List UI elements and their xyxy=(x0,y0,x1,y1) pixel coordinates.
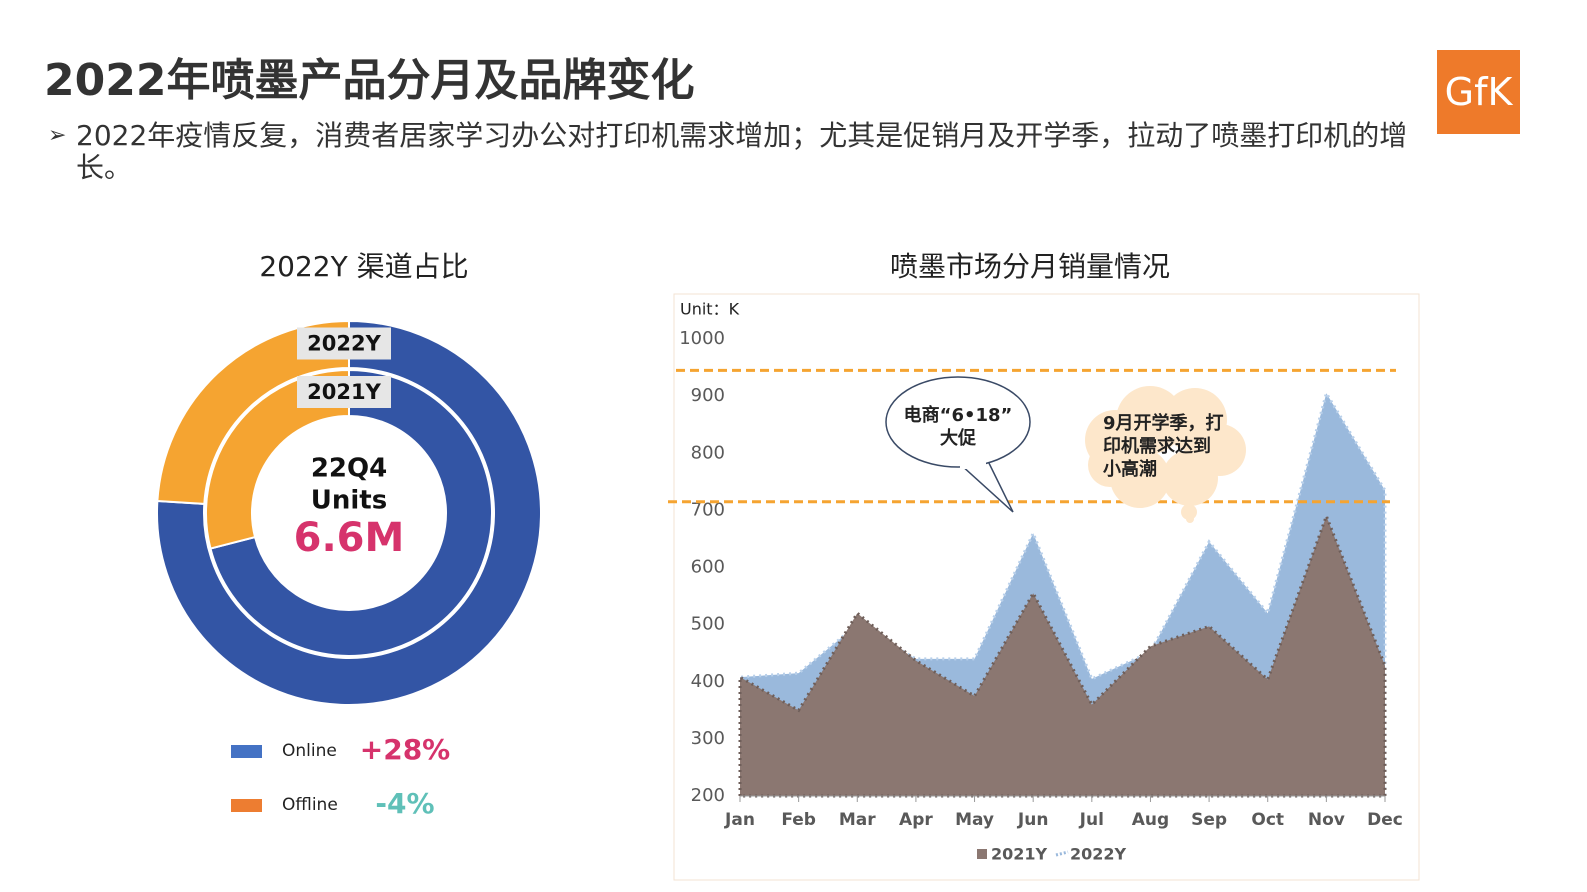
bullet-text: 2022年疫情反复，消费者居家学习办公对打印机需求增加；尤其是促销月及开学季，拉… xyxy=(76,119,1408,184)
y-tick-label: 400 xyxy=(691,671,725,692)
donut-segment xyxy=(205,368,350,550)
legend-marker xyxy=(231,799,262,812)
growth-label: +28% xyxy=(360,733,450,766)
annotation: 小高潮 xyxy=(1103,458,1157,480)
x-tick-label: Aug xyxy=(1132,810,1169,830)
legend-marker xyxy=(231,745,262,758)
bullet-marker: ➢ xyxy=(48,123,67,148)
legend-label: Offline xyxy=(282,795,338,815)
y-tick-label: 200 xyxy=(691,785,725,806)
annotation: 印机需求达到 xyxy=(1103,435,1211,457)
donut-segment xyxy=(156,319,542,706)
x-tick-label: Feb xyxy=(781,810,816,830)
annotation: 大促 xyxy=(940,427,977,449)
x-tick-label: Oct xyxy=(1251,810,1284,830)
growth-label: -4% xyxy=(375,787,434,820)
center-text: Units xyxy=(311,486,387,516)
x-tick-label: Apr xyxy=(899,810,933,830)
callout xyxy=(885,376,1031,468)
y-tick-label: 700 xyxy=(691,499,725,520)
cloud-dot xyxy=(1181,504,1197,520)
y-tick-label: 1000 xyxy=(679,328,725,349)
donut-segment xyxy=(209,368,493,657)
x-tick-label: Nov xyxy=(1308,810,1345,830)
ring-label-box xyxy=(297,376,391,408)
legend-label: 2022Y xyxy=(1070,845,1127,864)
x-tick-label: Dec xyxy=(1367,810,1403,830)
ring-label: 2021Y xyxy=(307,380,381,404)
x-tick-label: Jul xyxy=(1079,810,1104,830)
callout-patch xyxy=(960,455,986,469)
y-tick-label: 800 xyxy=(691,442,725,463)
unit-label: Unit：K xyxy=(680,300,740,319)
chart-title: 喷墨市场分月销量情况 xyxy=(890,250,1170,283)
y-tick-label: 300 xyxy=(691,728,725,749)
center-value: 6.6M xyxy=(294,515,405,561)
annotation: 9月开学季，打 xyxy=(1103,412,1224,434)
legend-marker xyxy=(977,849,987,859)
x-tick-label: May xyxy=(955,810,994,830)
y-tick-label: 600 xyxy=(691,557,725,578)
bullet: ➢ 2022年疫情反复，消费者居家学习办公对打印机需求增加；尤其是促销月及开学季，… xyxy=(48,120,1418,184)
legend-marker xyxy=(1055,850,1069,857)
logo: GfK xyxy=(1437,50,1520,134)
ring-label: 2022Y xyxy=(307,332,381,356)
y-tick-label: 500 xyxy=(691,614,725,635)
x-tick-label: Jan xyxy=(724,810,755,830)
page-title: 2022年喷墨产品分月及品牌变化 xyxy=(44,55,695,106)
x-tick-label: Sep xyxy=(1191,810,1227,830)
y-tick-label: 900 xyxy=(691,385,725,406)
cloud xyxy=(1162,450,1218,506)
legend-label: 2021Y xyxy=(991,845,1048,864)
donut-segment xyxy=(156,319,350,505)
chart-title: 2022Y 渠道占比 xyxy=(259,250,468,283)
x-tick-label: Jun xyxy=(1017,810,1049,830)
ring-label-box xyxy=(297,327,391,360)
area xyxy=(738,511,1387,798)
chart-frame xyxy=(673,293,1420,881)
annotation: 电商“6•18” xyxy=(904,404,1013,426)
legend-label: Online xyxy=(282,741,337,761)
cloud-dot xyxy=(1186,515,1194,523)
cloud xyxy=(1088,443,1132,487)
cloud xyxy=(1116,386,1184,454)
center-text: 22Q4 xyxy=(311,454,387,484)
x-tick-label: Mar xyxy=(839,810,876,830)
